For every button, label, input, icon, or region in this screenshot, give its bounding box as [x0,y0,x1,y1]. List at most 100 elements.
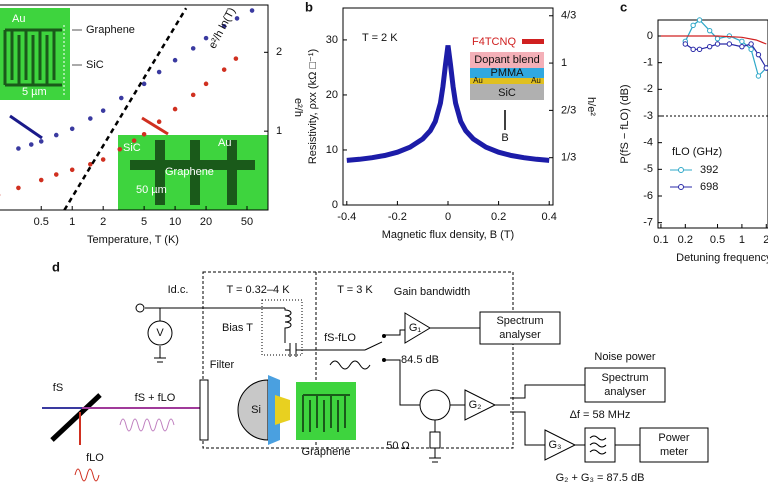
x-axis-label: Detuning frequency, [676,252,768,264]
data-point [249,8,255,13]
panel-label: c [620,0,627,14]
y-tick-label: -7 [643,217,653,229]
x-tick-label: 50 [241,216,253,228]
y-axis-label: e²/h [292,98,304,117]
inset-label: SiC [123,142,141,154]
box-sa1 [479,311,561,345]
y-tick-label: 10 [326,144,338,156]
inset-label: Graphene [86,24,135,36]
amplifier [404,312,577,461]
filter [199,379,209,441]
x-tick-label: 0.1 [653,234,668,246]
x-tick-label: 5 [141,216,147,228]
inset-label: SiC [86,59,104,71]
data-point [696,46,703,53]
data-point [233,56,239,61]
diagram-label: Power [658,432,690,444]
diagram-label: Si [251,404,261,416]
diagram-label: Noise power [594,351,655,363]
y-tick-label: 2 [276,46,282,58]
x-tick-label: 0.2 [678,234,693,246]
y-tick-label: 0 [332,199,338,211]
series-line [684,19,767,78]
series-line [346,45,550,163]
diagram-label: 50 Ω [386,440,410,452]
inset-label: Au [531,76,541,85]
terminal [135,303,145,313]
beat-wave [119,418,175,432]
y2-axis-label: h/e² [585,97,597,116]
data-point [141,132,147,137]
series-line [684,43,767,69]
wiring [145,307,365,363]
data-point [69,167,75,173]
box-pm [639,427,709,463]
data-point [755,51,762,58]
x-tick-label: 0.2 [491,211,506,223]
x-tick-label: -0.4 [337,211,356,223]
panel-label: b [305,0,313,14]
diagram-label: Spectrum [601,372,648,384]
y-axis-label: Resistivity, ρxx (kΩ □⁻¹) [307,49,319,164]
x-tick-label: 20 [200,216,212,228]
y-tick-label: -4 [643,137,653,149]
data-point [88,161,93,167]
voltmeter [147,320,173,346]
legend-marker [678,167,684,173]
x-tick-label: 0.4 [542,211,557,223]
diagram-label: 84.5 dB [401,354,439,366]
y-tick-label: -1 [643,57,653,69]
substrate [268,375,280,445]
y-tick-label: 20 [326,89,338,101]
y-tick-label: -3 [643,110,653,122]
data-point [748,46,754,53]
plot-frame [0,4,269,211]
legend-title: fLO (GHz) [672,146,722,158]
diagram-label: G₃ [548,439,561,451]
filter-box [584,427,616,463]
diagram-label: Filter [210,359,235,371]
inset-label: 5 µm [22,86,47,98]
inset-label: Au [473,76,483,85]
comb [3,28,62,87]
data-point [156,69,162,75]
data-point [117,146,123,152]
if-wave [329,360,371,370]
inset-label: B [501,132,508,144]
data-point [203,35,209,41]
si-lens [237,379,269,441]
antenna [275,395,290,425]
data-point [16,185,21,191]
hallbar [130,140,255,205]
legend-label: 392 [700,164,718,176]
data-point [748,41,754,47]
y-tick-label: -5 [643,163,653,175]
diagram-label: Δf = 58 MHz [570,409,631,421]
diagram-label: Bias T [222,322,253,334]
data-point [118,95,124,101]
diagram-label: V [156,327,164,339]
data-point [100,157,106,162]
series-line [660,35,767,45]
data-point [706,27,713,34]
plot-frame [657,19,768,229]
data-point [100,108,106,113]
inset-label: Au [218,137,231,149]
data-point [221,67,227,72]
data-point [38,139,44,144]
data-point [190,46,196,51]
x-tick-label: 1 [69,216,75,228]
arrow [141,116,169,136]
diagram-label: T = 0.32–4 K [226,284,290,296]
y-tick-label: -6 [643,190,653,202]
x-tick-label: 0.5 [710,234,725,246]
graphene-chip [296,382,356,440]
data-point [53,172,59,177]
annotation: T = 2 K [362,32,398,44]
switch-node [382,334,386,338]
data-point [221,23,227,29]
diagram-label: fLO [86,452,104,464]
x-tick-label: -0.2 [388,211,407,223]
data-point [38,177,44,183]
